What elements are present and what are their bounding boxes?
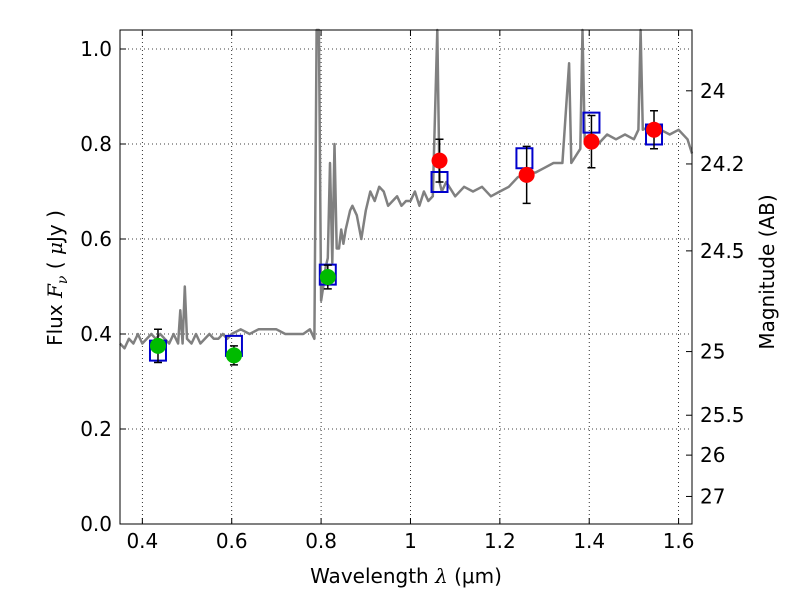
x-tick-label: 0.4 — [126, 529, 158, 553]
observed-photometry-point — [431, 152, 448, 169]
x-tick-label: 1.2 — [484, 529, 516, 553]
y-tick-label: 0.4 — [80, 322, 112, 346]
observed-photometry-point — [225, 347, 242, 364]
observed-photometry-point — [583, 133, 600, 150]
observed-photometry-point — [518, 166, 535, 183]
y-axis-label: Flux Fν ( μJy ) — [43, 210, 71, 346]
y2-tick-label: 25.5 — [700, 403, 745, 427]
y2-tick-label: 24.5 — [700, 239, 745, 263]
y-tick-label: 0.2 — [80, 417, 112, 441]
y2-tick-label: 24.2 — [700, 152, 745, 176]
photometry-points — [148, 110, 664, 366]
y2-tick-label: 26 — [700, 443, 725, 467]
y-tick-label: 1.0 — [80, 37, 112, 61]
axis-ticks: 0.4 0.6 0.8 1 1.2 1.4 1.6 0.0 0.2 0.4 0.6 0.8 1.0 24 2… — [80, 30, 745, 553]
y2-tick-label: 27 — [700, 484, 725, 508]
observed-photometry-point — [646, 121, 663, 138]
y-tick-label: 0.0 — [80, 512, 112, 536]
plot-frame — [119, 29, 693, 525]
model-photometry-square — [515, 147, 534, 170]
spectrum-polyline — [119, 28, 694, 350]
y2-axis-label: Magnitude (AB) — [755, 194, 779, 349]
observed-photometry-point — [319, 269, 336, 285]
x-tick-label: 0.8 — [305, 529, 337, 553]
y-tick-label: 0.6 — [80, 227, 112, 251]
x-tick-label: 0.6 — [216, 529, 248, 553]
x-tick-label: 1 — [404, 529, 417, 553]
spectrum-line — [119, 28, 694, 350]
y2-tick-label: 25 — [700, 340, 725, 364]
observed-photometry-point — [149, 337, 166, 354]
y2-tick-label: 24 — [700, 79, 725, 103]
y-tick-label: 0.8 — [80, 132, 112, 156]
x-tick-label: 1.6 — [663, 529, 695, 553]
x-tick-label: 1.4 — [573, 529, 605, 553]
grid-lines — [120, 30, 692, 525]
x-axis-label: Wavelength λ (μm) — [310, 564, 502, 588]
